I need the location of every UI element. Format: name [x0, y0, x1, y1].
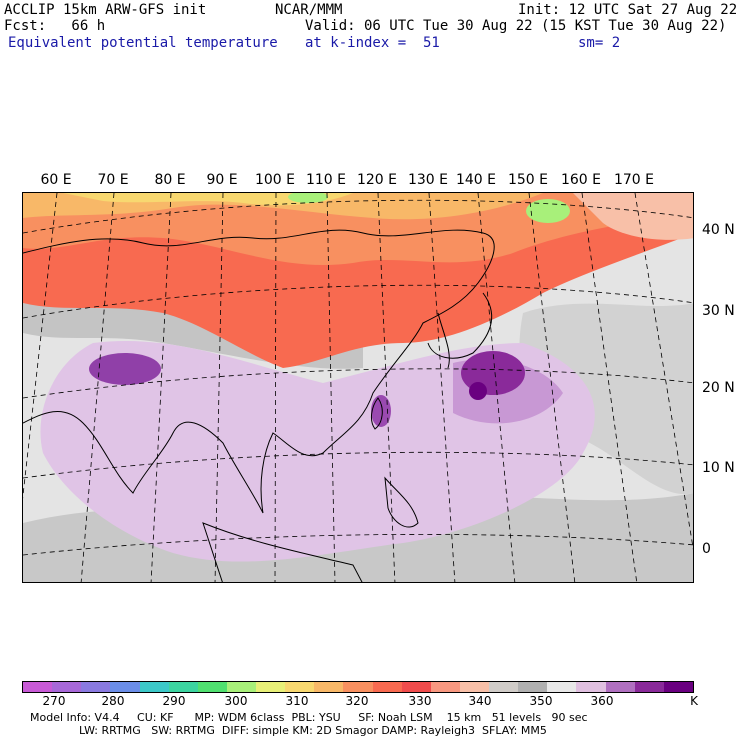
- lon-label: 150 E: [507, 172, 549, 188]
- warmer-band: [23, 193, 693, 266]
- philippines-coastline: [384, 476, 419, 528]
- colorbar-label: 350: [529, 694, 553, 708]
- lon-label: 60 E: [40, 172, 72, 188]
- colorbar-swatch: [372, 682, 402, 692]
- lat-label: 10 N: [702, 460, 735, 476]
- lon-label: 160 E: [560, 172, 602, 188]
- lon-line-160e: [581, 193, 638, 582]
- korea-coastline: [437, 312, 450, 369]
- colorbar-swatch: [459, 682, 489, 692]
- colorbar-swatch: [110, 682, 140, 692]
- colorbar-swatch: [314, 682, 344, 692]
- colorbar-label: 310: [285, 694, 309, 708]
- colorbar-label: 280: [101, 694, 125, 708]
- colorbar-swatch: [285, 682, 315, 692]
- lon-line-70e: [80, 193, 115, 582]
- lon-label: 130 E: [407, 172, 449, 188]
- colorbar-swatch: [547, 682, 577, 692]
- colorbar-swatch: [605, 682, 635, 692]
- colorbar-label: 320: [345, 694, 369, 708]
- colorbar-swatch: [634, 682, 664, 692]
- lon-line-150e: [528, 193, 576, 582]
- colorbar-swatch: [256, 682, 286, 692]
- theta-e-map: [22, 192, 694, 583]
- header-org: NCAR/MMM: [275, 2, 343, 18]
- colorbar-label: 300: [224, 694, 248, 708]
- colorbar-swatch: [81, 682, 111, 692]
- lon-label: 100 E: [254, 172, 296, 188]
- colorbar-label: 270: [42, 694, 66, 708]
- field-name: Equivalent potential temperature: [8, 35, 278, 51]
- colorbar-label: 330: [408, 694, 432, 708]
- lon-line-140e: [477, 193, 516, 582]
- colorbar-unit: K: [690, 694, 698, 708]
- coastlines: [23, 229, 495, 582]
- colorbar-swatch: [23, 682, 53, 692]
- lat-line-10n: [23, 451, 693, 479]
- lon-line-60e: [23, 193, 58, 499]
- colorbar-swatch: [197, 682, 227, 692]
- lon-line-80e: [150, 193, 172, 582]
- asia-coastline: [23, 229, 495, 514]
- lon-line-120e: [377, 193, 396, 582]
- colorbar-label: 290: [162, 694, 186, 708]
- lon-label: 140 E: [455, 172, 497, 188]
- map-field-svg: [23, 193, 693, 582]
- lon-line-170e: [634, 193, 693, 550]
- lon-label: 110 E: [305, 172, 347, 188]
- yellow-band: [63, 193, 353, 206]
- colorbar-label: 360: [590, 694, 614, 708]
- level-index: at k-index = 51: [305, 35, 440, 51]
- header-model-title: ACCLIP 15km ARW-GFS init: [4, 2, 207, 18]
- smoothing-value: sm= 2: [578, 35, 621, 51]
- lon-line-100e: [274, 193, 277, 582]
- colorbar-swatch: [430, 682, 460, 692]
- lon-line-90e: [214, 193, 224, 582]
- header-valid-time: Valid: 06 UTC Tue 30 Aug 22 (15 KST Tue …: [305, 18, 727, 34]
- colorbar-swatch: [576, 682, 606, 692]
- header-forecast-hour: Fcst: 66 h: [4, 18, 106, 34]
- colorbar: [22, 681, 694, 693]
- lon-label: 70 E: [97, 172, 129, 188]
- lat-line-30n: [23, 284, 693, 319]
- lat-label: 30 N: [702, 303, 735, 319]
- lat-label: 40 N: [702, 222, 735, 238]
- japan-coastline: [427, 292, 493, 359]
- lat-label: 0: [702, 541, 711, 557]
- colorbar-swatch: [518, 682, 548, 692]
- colorbar-label: 340: [468, 694, 492, 708]
- lat-line-0: [23, 534, 693, 556]
- footer-model-info: Model Info: V4.4 CU: KF MP: WDM 6class P…: [30, 711, 588, 724]
- colorbar-swatch: [168, 682, 198, 692]
- colorbar-swatch: [139, 682, 169, 692]
- lon-line-130e: [428, 193, 456, 582]
- lon-line-110e: [326, 193, 336, 582]
- colorbar-swatch: [401, 682, 431, 692]
- lon-label: 90 E: [206, 172, 238, 188]
- colorbar-swatch: [343, 682, 373, 692]
- graticule: [23, 193, 693, 582]
- grey-band-east: [519, 303, 693, 495]
- dark-purple-core-west: [89, 353, 161, 385]
- lon-label: 120 E: [356, 172, 398, 188]
- green-patch-north: [288, 193, 328, 203]
- borneo-sumatra-coastline: [202, 522, 363, 582]
- taiwan-coastline: [370, 397, 383, 430]
- colorbar-swatch: [226, 682, 256, 692]
- dark-purple-taiwan: [371, 395, 391, 427]
- colorbar-swatch: [663, 682, 693, 692]
- peach-patch: [573, 193, 693, 240]
- lat-line-40n: [23, 199, 693, 234]
- footer-physics-info: LW: RRTMG SW: RRTMG DIFF: simple KM: 2D …: [30, 724, 547, 737]
- green-patch-east: [526, 199, 570, 223]
- header-init-time: Init: 12 UTC Sat 27 Aug 22: [518, 2, 738, 18]
- lat-label: 20 N: [702, 380, 735, 396]
- storm-center: [469, 382, 487, 400]
- colorbar-swatch: [52, 682, 82, 692]
- colorbar-swatch: [489, 682, 519, 692]
- lon-label: 170 E: [613, 172, 655, 188]
- lon-label: 80 E: [154, 172, 186, 188]
